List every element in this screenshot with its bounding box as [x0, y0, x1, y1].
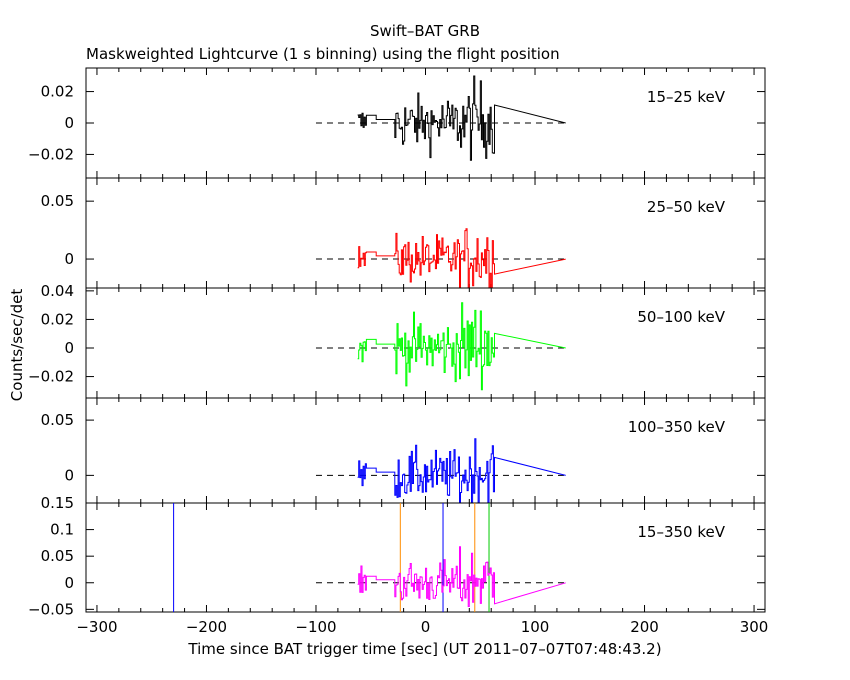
band-label: 15–25 keV — [647, 88, 726, 106]
y-tick-label: 0 — [64, 114, 74, 132]
x-tick-label: 0 — [421, 618, 431, 636]
series-line — [357, 438, 566, 504]
y-tick-label: 0 — [64, 574, 74, 592]
band-label: 100–350 keV — [628, 418, 726, 436]
chart-title: Swift–BAT GRB — [370, 22, 480, 40]
y-tick-label: 0.02 — [41, 310, 74, 328]
series-line — [357, 75, 566, 161]
y-tick-label: 0.05 — [41, 192, 74, 210]
band-label: 50–100 keV — [637, 308, 725, 326]
y-tick-label: −0.05 — [28, 600, 74, 618]
x-tick-label: −100 — [295, 618, 336, 636]
series-line — [357, 228, 566, 289]
y-tick-label: 0.02 — [41, 83, 74, 101]
x-tick-label: −200 — [186, 618, 227, 636]
chart-subtitle: Maskweighted Lightcurve (1 s binning) us… — [86, 45, 560, 63]
x-axis-label: Time since BAT trigger time [sec] (UT 20… — [187, 640, 661, 658]
x-tick-label: 300 — [740, 618, 769, 636]
y-tick-label: 0.04 — [41, 282, 74, 300]
y-tick-label: −0.02 — [28, 145, 74, 163]
band-label: 25–50 keV — [647, 198, 726, 216]
panels-group: −0.02 0 0.02 15–25 keV 0 0.05 25–50 keV −0.02 0 0… — [28, 67, 769, 636]
y-tick-label: 0 — [64, 250, 74, 268]
y-tick-label: 0 — [64, 466, 74, 484]
y-tick-label: 0.1 — [50, 521, 74, 539]
x-tick-label: −300 — [76, 618, 117, 636]
y-tick-label: 0.15 — [41, 494, 74, 512]
panel-frame — [85, 502, 766, 613]
y-tick-label: 0.05 — [41, 411, 74, 429]
y-tick-label: 0.05 — [41, 547, 74, 565]
y-tick-label: 0 — [64, 339, 74, 357]
panel-frame — [85, 177, 766, 289]
series-line — [357, 302, 566, 391]
series-line — [357, 546, 566, 607]
band-label: 15–350 keV — [637, 523, 725, 541]
x-tick-label: 100 — [521, 618, 550, 636]
x-tick-label: 200 — [630, 618, 659, 636]
y-axis-label: Counts/sec/det — [8, 289, 26, 402]
y-tick-label: −0.02 — [28, 368, 74, 386]
